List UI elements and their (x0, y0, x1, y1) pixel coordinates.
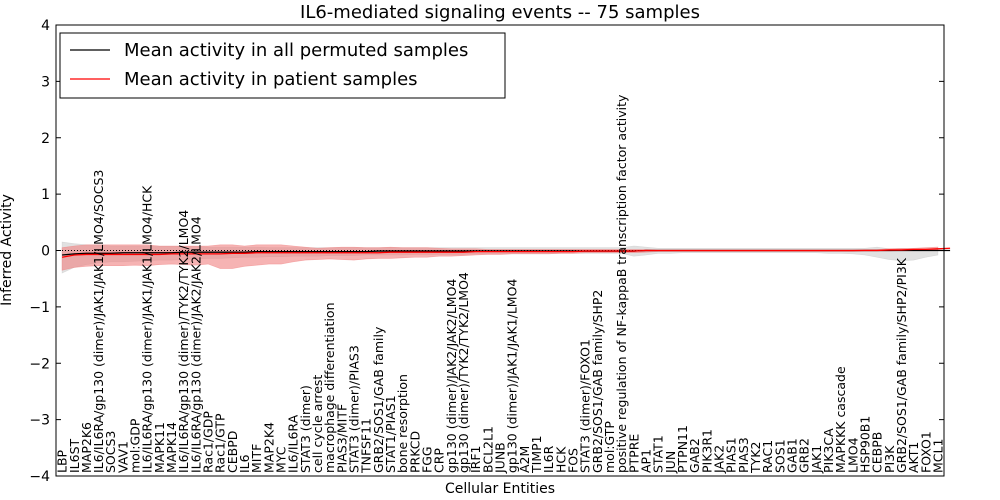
entity-label: PIAS3/MITF (334, 404, 349, 473)
entity-label: MITF (249, 444, 264, 473)
entity-label: GAB2 (687, 438, 702, 473)
entity-label: IL6R (541, 445, 556, 473)
entity-label: VAV1 (115, 441, 130, 473)
entity-label: Rac1/GDP (201, 411, 216, 473)
entity-label: LBP (55, 449, 70, 473)
entity-label: IL6/IL6RA/gp130 (dimer)/TYK2/TYK2/LMO4 (176, 210, 191, 473)
y-tick-label: −1 (29, 300, 50, 316)
entity-label: IL6/IL6RA/gp130 (dimer)/JAK1/JAK1/LMO4/H… (140, 185, 155, 473)
entity-label: MAP2K6 (79, 422, 94, 473)
entity-label: PTPRE (626, 434, 641, 473)
entity-label: MAPK14 (164, 422, 179, 473)
entity-label: CRP (432, 448, 447, 473)
legend-label-permuted: Mean activity in all permuted samples (124, 40, 468, 61)
entity-label: IL6/IL6RA (286, 414, 301, 473)
x-axis-title: Cellular Entities (445, 481, 555, 497)
entity-label: MAPKKK cascade (833, 366, 848, 473)
entity-label: TYK2 (748, 442, 763, 474)
legend: Mean activity in all permuted samples Me… (59, 32, 506, 99)
entity-label: STAT3 (dimer)/FOXO1 (578, 339, 593, 473)
entity-label: IL6/IL6RA/gp130 (dimer)/JAK1/JAK1/LMO4/S… (91, 170, 106, 473)
entity-label: FOXO1 (918, 431, 933, 473)
entity-label: PIK3R1 (699, 429, 714, 473)
entity-label: PI3K (882, 445, 897, 473)
entity-label: JAK1 (809, 445, 824, 474)
entity-label: TNFSF11 (359, 418, 374, 474)
y-tick-label: 0 (41, 244, 50, 260)
entity-label: MAPK11 (152, 422, 167, 473)
entity-label: MYC (274, 446, 289, 473)
entity-label: STAT1 (651, 435, 666, 473)
entity-label: STAT3 (dimer)/PIAS3 (347, 345, 362, 473)
entity-label: GRB2/SOS1/GAB family (371, 326, 386, 473)
entity-label: IL6ST (67, 438, 82, 473)
entity-label: AKT1 (906, 442, 921, 473)
entity-label: SOS1 (772, 439, 787, 473)
entity-label: PTPN11 (675, 425, 690, 473)
entity-label: positive regulation of NF-kappaB transcr… (614, 94, 629, 473)
entity-label: CEBPD (225, 431, 240, 473)
entity-label: JAK2 (711, 445, 726, 474)
entity-label: JUNB (493, 442, 508, 474)
y-tick-label: 4 (41, 18, 50, 34)
entity-label: FGG (420, 446, 435, 473)
entity-label: CEBPB (870, 432, 885, 473)
entity-label: mol:GTP (602, 421, 617, 473)
y-axis-title: Inferred Activity (0, 194, 15, 306)
entity-label: bone resorption (395, 374, 410, 473)
y-tick-label: 1 (41, 187, 50, 203)
entity-label: macrophage differentiation (322, 302, 337, 473)
y-tick-label: −4 (29, 469, 50, 485)
entity-label: PIAS1 (724, 437, 739, 473)
entity-label: GRB2/SOS1/GAB family/SHP2/PI3K (894, 257, 909, 473)
y-tick-label: −3 (29, 413, 50, 429)
entity-label: mol:GDP (128, 418, 143, 473)
y-axis-ticks: 4 3 2 1 0 −1 −2 −3 −4 (29, 18, 944, 485)
chart-title: IL6-mediated signaling events -- 75 samp… (300, 2, 700, 23)
entity-label: FOS (565, 448, 580, 473)
y-tick-label: 2 (41, 131, 50, 147)
entity-label: cell cycle arrest (310, 375, 325, 473)
y-tick-label: −2 (29, 356, 50, 372)
line-patient (61, 247, 951, 258)
entity-label: MAP2K4 (261, 422, 276, 473)
entity-label: IRF1 (468, 445, 483, 473)
entity-label: STAT1/PIAS1 (383, 395, 398, 473)
entity-label: gp130 (dimer)/JAK2/JAK2/LMO4 (444, 279, 459, 473)
entity-label: RAC1 (760, 440, 775, 473)
entity-label: Rac1/GTP (213, 413, 228, 473)
entity-label: STAT3 (dimer) (298, 385, 313, 473)
legend-box (59, 32, 506, 99)
y-tick-label: 3 (41, 74, 50, 90)
entity-label: A2M (517, 446, 532, 473)
entity-label: GRB2/SOS1/GAB family/SHP2 (590, 290, 605, 473)
entity-label: HCK (553, 446, 568, 473)
entity-label: GRB2 (797, 438, 812, 473)
entity-label: IL6/IL6RA/gp130 (dimer)/JAK2/JAK2/LMO4 (188, 216, 203, 473)
entity-label: GAB1 (784, 438, 799, 473)
entity-label: MCL1 (930, 439, 945, 473)
entity-label: TIMP1 (529, 435, 544, 474)
entity-label: gp130 (dimer)/JAK1/JAK1/LMO4 (505, 279, 520, 473)
entity-label: HSP90B1 (857, 416, 872, 473)
entity-label: PIK3CA (821, 428, 836, 473)
legend-label-patient: Mean activity in patient samples (124, 69, 418, 90)
series-lines (61, 247, 951, 258)
entity-label: PRKCD (407, 431, 422, 473)
entity-label: SOCS3 (103, 431, 118, 473)
entity-label: LMO4 (845, 437, 860, 473)
entity-label: BCL2L1 (480, 426, 495, 473)
entity-label: IL6 (237, 454, 252, 473)
entity-label: PIAS3 (736, 437, 751, 473)
entity-label: gp130 (dimer)/TYK2/TYK2/LMO4 (456, 272, 471, 473)
entity-label: JUN (663, 451, 678, 474)
entity-label: AP1 (638, 449, 653, 473)
